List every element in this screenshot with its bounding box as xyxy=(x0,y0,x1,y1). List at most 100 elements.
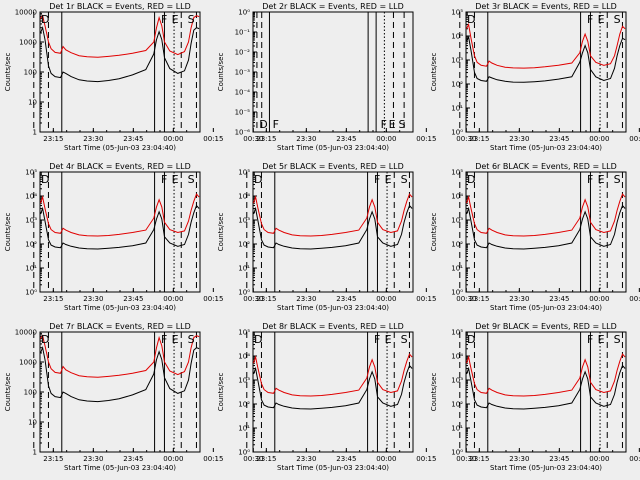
y-tick-label: 10⁴ xyxy=(451,33,463,41)
y-tick-label: 10² xyxy=(451,241,463,249)
y-tick-label: 10² xyxy=(451,401,463,409)
chart-title: Det 9r BLACK = Events, RED = LLD xyxy=(475,322,617,331)
detector-panel-3: Det 3r BLACK = Events, RED = LLD 10⁰ 10¹ 10… xyxy=(430,2,640,152)
y-axis-label: Counts/sec xyxy=(430,53,438,92)
y-tick-label: 10¹ xyxy=(238,425,250,433)
x-tick-label: 23:30 xyxy=(83,295,103,303)
chart-title: Det 2r BLACK = Events, RED = LLD xyxy=(262,2,404,11)
x-tick-label: 00:00 xyxy=(589,135,609,143)
plot-frame xyxy=(252,11,414,133)
y-tick-label: 10⁴ xyxy=(25,193,37,201)
y-tick-label: 10⁵ xyxy=(451,329,463,337)
series-line-lld xyxy=(40,193,200,237)
x-tick-label: 23:30 xyxy=(509,135,529,143)
series-line-events xyxy=(253,364,413,410)
y-axis-label: Counts/sec xyxy=(430,373,438,412)
phase-marker-label: F xyxy=(587,173,593,186)
phase-marker-label: S xyxy=(188,13,195,26)
y-tick-label: 10 xyxy=(28,99,37,107)
x-tick-label: 00:15 xyxy=(203,455,223,463)
y-tick-label: 10³ xyxy=(25,217,37,225)
series-line-events xyxy=(40,25,200,83)
plot-frame xyxy=(465,11,627,133)
chart-title: Det 7r BLACK = Events, RED = LLD xyxy=(49,322,191,331)
x-tick-label: 00:15 xyxy=(629,135,640,143)
x-tick-label: 00:15 xyxy=(203,135,223,143)
phase-marker-label: F xyxy=(161,333,167,346)
x-tick-label: 23:15 xyxy=(469,135,489,143)
y-tick-label: 10³ xyxy=(451,377,463,385)
x-tick-label: 23:15 xyxy=(256,455,276,463)
x-tick-label: 00:30 xyxy=(243,135,263,143)
y-tick-label: 10³ xyxy=(451,217,463,225)
x-tick-label: 00:15 xyxy=(416,135,436,143)
y-tick-label: 10⁰ xyxy=(451,129,463,137)
x-axis-label: Start Time (05-Jun-03 23:04:40) xyxy=(277,144,389,152)
y-tick-label: 10³ xyxy=(238,377,250,385)
x-tick-label: 23:30 xyxy=(296,135,316,143)
x-tick-label: 00:30 xyxy=(456,135,476,143)
phase-marker-label: E xyxy=(172,173,179,186)
phase-marker-label: S xyxy=(188,333,195,346)
y-tick-label: 10⁵ xyxy=(25,169,37,177)
y-tick-label: 10² xyxy=(238,241,250,249)
y-tick-label: 10⁴ xyxy=(451,353,463,361)
x-tick-label: 23:45 xyxy=(549,135,569,143)
phase-marker-label: E xyxy=(385,333,392,346)
y-tick-label: 10⁻⁴ xyxy=(235,89,251,97)
y-tick-label: 10² xyxy=(451,81,463,89)
detector-panel-8: Det 8r BLACK = Events, RED = LLD 10⁰ 10¹ 10… xyxy=(217,322,476,472)
phase-marker-label: E xyxy=(598,173,605,186)
x-tick-label: 00:00 xyxy=(376,135,396,143)
phase-marker-label: D xyxy=(41,333,49,346)
y-tick-label: 10⁴ xyxy=(451,193,463,201)
series-line-lld xyxy=(253,353,413,397)
phase-marker-label: D xyxy=(254,173,262,186)
x-tick-label: 00:15 xyxy=(629,295,640,303)
x-tick-label: 23:15 xyxy=(469,455,489,463)
x-axis-label: Start Time (05-Jun-03 23:04:40) xyxy=(64,304,176,312)
phase-marker-label: F xyxy=(587,333,593,346)
x-tick-label: 00:15 xyxy=(416,455,436,463)
x-tick-label: 23:15 xyxy=(469,295,489,303)
x-axis-label: Start Time (05-Jun-03 23:04:40) xyxy=(64,464,176,472)
chart-title: Det 8r BLACK = Events, RED = LLD xyxy=(262,322,404,331)
x-tick-label: 00:00 xyxy=(163,455,183,463)
x-tick-label: 00:15 xyxy=(203,295,223,303)
phase-marker-label: F xyxy=(161,173,167,186)
x-tick-label: 23:45 xyxy=(549,455,569,463)
x-tick-label: 00:00 xyxy=(163,135,183,143)
x-tick-label: 00:15 xyxy=(629,455,640,463)
detector-panel-4: Det 4r BLACK = Events, RED = LLD 10⁰ 10¹ 10… xyxy=(4,162,263,312)
x-axis-label: Start Time (05-Jun-03 23:04:40) xyxy=(490,144,602,152)
y-tick-label: 10⁵ xyxy=(451,169,463,177)
y-tick-label: 10¹ xyxy=(451,105,463,113)
y-tick-label: 10¹ xyxy=(451,265,463,273)
y-axis-label: Counts/sec xyxy=(217,373,225,412)
y-tick-label: 10⁰ xyxy=(451,289,463,297)
y-tick-label: 10⁵ xyxy=(238,169,250,177)
x-tick-label: 23:45 xyxy=(336,455,356,463)
y-axis-label: Counts/sec xyxy=(4,373,12,412)
x-tick-label: 23:45 xyxy=(549,295,569,303)
x-tick-label: 00:15 xyxy=(416,295,436,303)
phase-marker-label: S xyxy=(614,13,621,26)
x-axis-label: Start Time (05-Jun-03 23:04:40) xyxy=(277,464,389,472)
y-tick-label: 10⁵ xyxy=(238,329,250,337)
chart-title: Det 3r BLACK = Events, RED = LLD xyxy=(475,2,617,11)
detector-panel-6: Det 6r BLACK = Events, RED = LLD 10⁰ 10¹ 10… xyxy=(430,162,640,312)
y-tick-label: 10⁻³ xyxy=(235,69,251,77)
y-tick-label: 100 xyxy=(24,69,37,77)
x-tick-label: 23:15 xyxy=(256,295,276,303)
y-axis-label: Counts/sec xyxy=(4,213,12,252)
phase-marker-label: F xyxy=(374,333,380,346)
phase-marker-label: D xyxy=(467,13,475,26)
x-tick-label: 23:30 xyxy=(296,295,316,303)
x-tick-label: 23:15 xyxy=(256,135,276,143)
y-tick-label: 1 xyxy=(33,449,37,457)
x-tick-label: 23:30 xyxy=(296,455,316,463)
y-tick-label: 10¹ xyxy=(238,265,250,273)
chart-title: Det 5r BLACK = Events, RED = LLD xyxy=(262,162,404,171)
